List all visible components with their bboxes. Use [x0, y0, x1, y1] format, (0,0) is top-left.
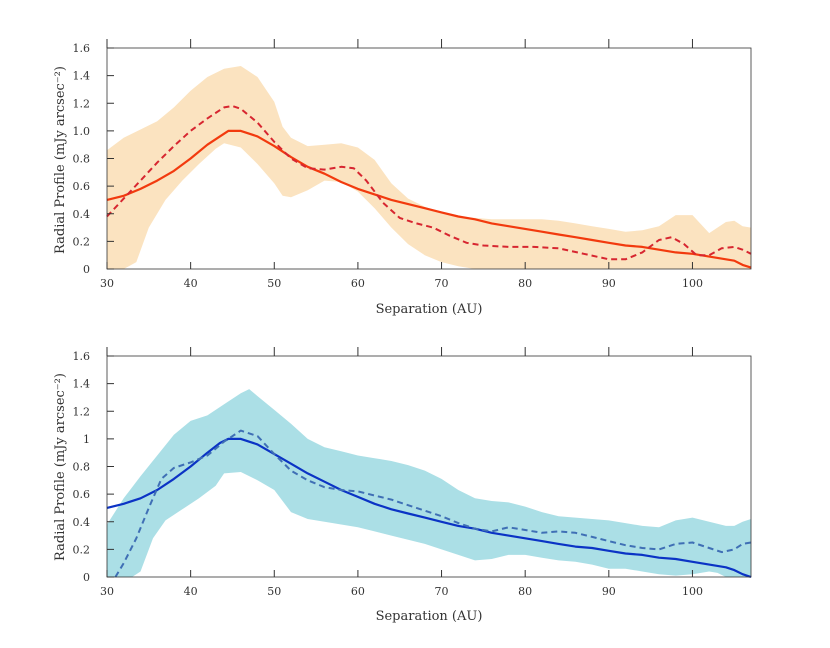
bottom-xtick-label: 100	[682, 585, 703, 598]
top-xtick-label: 50	[267, 277, 281, 290]
bottom-ytick-label: 0	[83, 571, 90, 584]
top-ytick-label: 0.6	[73, 180, 91, 193]
top-ytick-label: 1.6	[73, 42, 91, 55]
bottom-xlabel: Separation (AU)	[376, 609, 483, 624]
bottom-ytick-label: 1.6	[73, 350, 91, 363]
top-ytick-label: 0.2	[73, 235, 91, 248]
bottom-xtick-label: 40	[184, 585, 198, 598]
top-model-line	[106, 129, 752, 269]
bottom-ytick-label: 0.6	[73, 488, 91, 501]
bottom-data-line	[114, 429, 752, 578]
top-ytick-label: 0.8	[73, 153, 91, 166]
top-xlabel: Separation (AU)	[376, 302, 483, 317]
bottom-xtick-label: 50	[267, 585, 281, 598]
bottom-ytick-label: 0.4	[73, 516, 91, 529]
top-data-line	[106, 105, 752, 261]
bottom-ytick-label: 1.2	[73, 405, 91, 418]
bottom-ytick-label: 1	[83, 433, 90, 446]
bottom-ytick-label: 0.8	[73, 461, 91, 474]
bottom-confidence-band	[107, 389, 751, 577]
top-xtick-label: 60	[351, 277, 365, 290]
top-ytick-label: 1.4	[73, 70, 91, 83]
bottom-model-line	[106, 437, 752, 579]
top-ytick-label: 0	[83, 263, 90, 276]
bottom-xtick-label: 70	[435, 585, 449, 598]
bottom-ytick-label: 0.2	[73, 543, 91, 556]
top-ylabel: Radial Profile (mJy arcsec⁻²)	[53, 66, 68, 254]
top-confidence-band	[107, 66, 751, 269]
bottom-panel: Separation (AU) Radial Profile (mJy arcs…	[53, 347, 752, 624]
top-ytick-label: 1.2	[73, 97, 91, 110]
bottom-xtick-label: 30	[100, 585, 114, 598]
top-xtick-label: 100	[682, 277, 703, 290]
bottom-xtick-label: 80	[518, 585, 532, 598]
bottom-ytick-label: 1.4	[73, 378, 91, 391]
top-xtick-label: 70	[435, 277, 449, 290]
bottom-xtick-label: 60	[351, 585, 365, 598]
top-ytick-label: 1.0	[73, 125, 91, 138]
bottom-xtick-label: 90	[602, 585, 616, 598]
top-xtick-label: 90	[602, 277, 616, 290]
top-xtick-label: 80	[518, 277, 532, 290]
top-xtick-label: 30	[100, 277, 114, 290]
top-xtick-label: 40	[184, 277, 198, 290]
top-ytick-label: 0.4	[73, 208, 91, 221]
top-panel: Separation (AU) Radial Profile (mJy arcs…	[53, 39, 752, 317]
bottom-ylabel: Radial Profile (mJy arcsec⁻²)	[53, 373, 68, 561]
